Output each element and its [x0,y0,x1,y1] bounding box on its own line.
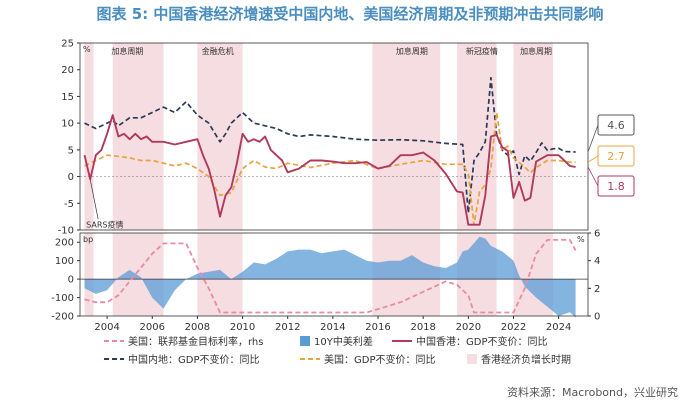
y-tick-label-bottom-left: 200 [55,238,74,249]
axes: -10 -5 0 5 10 15 20 25 -200 -100 0 100 200 0 2 4 6% bp % 20… [51,39,600,334]
spread-area-series [84,236,576,318]
y-tick-label-bottom-left: 0 [68,275,74,286]
y-tick-label-bottom-left: -100 [51,293,74,304]
shaded-period-top-3 [372,43,441,230]
sars-annotation: SARS疫情 [86,219,123,229]
y-tick-label-top: -10 [58,226,74,237]
x-tick-label: 2022 [501,322,526,333]
china-gdp-line [84,76,576,214]
bottom-panel-frame [79,232,589,317]
legend-label-2: 中国香港：GDP不变价：同比 [416,335,547,348]
shaded-period-top-5 [513,43,554,230]
callout-box-2 [597,175,635,197]
top-unit-label: % [83,45,91,54]
x-tick-label: 2006 [140,322,165,333]
fed-funds-rate-line [84,238,577,314]
hk-gdp-line [83,114,576,226]
x-tick-label: 2014 [320,322,345,333]
shaded-period-bottom-1 [112,233,164,316]
shaded-period-bottom-0 [84,233,94,316]
legend-label-5: 香港经济负增长时期 [481,353,571,366]
legend-label-1: 10Y中美利差 [314,335,373,348]
legend-label-3: 中国内地：GDP不变价：同比 [128,353,259,366]
shaded-period-label-2: 加息周期 [396,46,428,56]
y-tick-label-top: -5 [64,199,74,210]
shaded-periods-top [84,43,554,230]
series-lines [83,76,577,314]
y-tick-label-top: 0 [68,172,74,183]
callout-box-0 [597,114,635,136]
y-tick-label-bottom-left: 100 [55,256,74,267]
callout-leader-2 [587,166,599,187]
shaded-period-label-0: 加息周期 [111,46,143,56]
y-tick-label-top: 10 [61,119,74,130]
x-tick-label: 2016 [365,322,390,333]
shaded-period-label-3: 新冠疫情 [466,46,498,56]
us-gdp-line [84,111,576,226]
y-tick-label-bottom-right: 4 [594,256,600,267]
legend: 美国：联邦基金目标利率，rhs 10Y中美利差 中国香港：GDP不变价：同比中国内地… [104,335,571,366]
y-tick-label-bottom-left: -200 [51,312,74,323]
x-tick-label: 2020 [456,322,481,333]
y-tick-label-top: 15 [61,92,74,103]
y-tick-label-top: 20 [61,65,74,76]
bottom-left-unit-label: bp [83,235,93,244]
x-tick-label: 2012 [275,322,300,333]
chart-title: 图表 5: 中国香港经济增速受中国内地、美国经济周期及非预期冲击共同影响 [96,5,604,23]
shaded-period-top-0 [84,43,94,230]
legend-swatch-1 [300,336,310,346]
y-tick-label-top: 5 [68,145,74,156]
callout-value-0: 4.6 [607,119,625,132]
x-tick-label: 2024 [546,322,571,333]
y-tick-label-top: 25 [61,39,74,50]
sars-pointer [89,179,99,220]
annotations: 加息周期 金融危机 加息周期 新冠疫情 加息周期 SARS疫情 4.6 2.7 1.8 [86,46,635,229]
y-tick-label-bottom-right: 2 [594,284,600,295]
callout-box-1 [597,145,635,167]
callout-value-1: 2.7 [607,150,625,163]
legend-label-0: 美国：联邦基金目标利率，rhs [128,335,263,348]
legend-swatch-5 [467,354,477,364]
x-tick-label: 2008 [185,322,210,333]
shaded-period-label-1: 金融危机 [202,46,234,56]
x-tick-label: 2004 [94,322,119,333]
shaded-period-top-2 [197,43,243,230]
callout-leader-1 [587,155,599,163]
spread-area [84,236,576,318]
bottom-right-unit-label: % [577,235,585,244]
shaded-period-label-4: 加息周期 [520,46,552,56]
legend-label-4: 美国：GDP不变价：同比 [324,353,435,366]
x-tick-label: 2010 [230,322,255,333]
callout-value-2: 1.8 [607,180,625,193]
callout-leader-0 [587,124,599,153]
y-tick-label-bottom-right: 6 [594,229,600,240]
x-tick-label: 2018 [410,322,435,333]
top-panel-frame [79,42,589,231]
source-note: 资料来源：Macrobond，兴业研究 [507,386,678,399]
y-tick-label-bottom-right: 0 [594,312,600,323]
